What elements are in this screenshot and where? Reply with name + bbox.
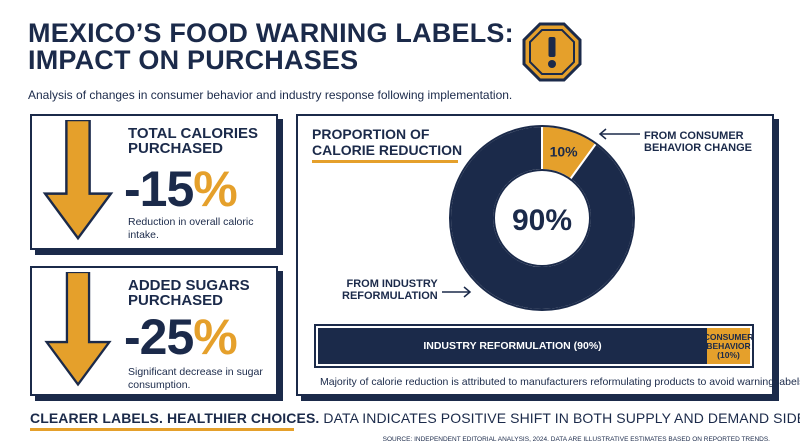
page-title: MEXICO’S FOOD WARNING LABELS: IMPACT ON … <box>28 20 528 74</box>
calories-description: Reduction in overall caloric intake. <box>128 216 254 241</box>
page-subtitle: Analysis of changes in consumer behavior… <box>28 88 513 102</box>
down-arrow-icon <box>44 272 112 387</box>
sugars-card: ADDED SUGARS PURCHASED -25% Significant … <box>30 266 278 396</box>
title-underline <box>312 160 458 163</box>
donut-chart: 10% 90% <box>449 124 635 311</box>
proportion-card: PROPORTION OF CALORIE REDUCTION 10% 90% … <box>296 114 800 396</box>
down-arrow-icon <box>42 120 114 241</box>
annotation-arrow-icon <box>442 286 472 298</box>
bar-segment-industry: INDUSTRY REFORMULATION (90%) <box>318 328 707 364</box>
donut-hole <box>493 169 591 267</box>
donut-center-label: 90% <box>512 204 572 237</box>
sugars-value: -25% <box>124 309 238 365</box>
annotation-arrow-icon <box>598 128 640 140</box>
title-line-2: IMPACT ON PURCHASES <box>28 45 359 75</box>
stacked-bar: INDUSTRY REFORMULATION (90%) CONSUMER BE… <box>314 324 754 368</box>
warning-octagon-icon <box>522 22 582 82</box>
proportion-title: PROPORTION OF CALORIE REDUCTION <box>312 126 463 158</box>
proportion-note: Majority of calorie reduction is attribu… <box>320 376 800 388</box>
source-note: SOURCE: INDEPENDENT EDITORIAL ANALYSIS, … <box>382 436 770 443</box>
footer-underline <box>30 428 294 431</box>
bar-segment-consumer: CONSUMER BEHAVIOR (10%) <box>704 328 753 364</box>
donut-outline <box>449 125 635 311</box>
footer-tagline: CLEARER LABELS. HEALTHIER CHOICES. DATA … <box>30 410 800 426</box>
footer-emphasis: CLEARER LABELS. HEALTHIER CHOICES. <box>30 410 320 426</box>
sugars-description: Significant decrease in sugar consumptio… <box>128 366 263 391</box>
consumer-annotation: FROM CONSUMER BEHAVIOR CHANGE <box>644 130 752 154</box>
footer-rest: DATA INDICATES POSITIVE SHIFT IN BOTH SU… <box>319 410 800 426</box>
calories-value: -15% <box>124 161 238 217</box>
sugars-label: ADDED SUGARS PURCHASED <box>128 277 250 309</box>
calories-card: TOTAL CALORIES PURCHASED -15% Reduction … <box>30 114 278 250</box>
calories-label: TOTAL CALORIES PURCHASED <box>128 125 259 157</box>
industry-annotation: FROM INDUSTRY REFORMULATION <box>342 278 438 302</box>
title-line-1: MEXICO’S FOOD WARNING LABELS: <box>28 18 514 48</box>
donut-slice-label: 10% <box>550 143 579 159</box>
